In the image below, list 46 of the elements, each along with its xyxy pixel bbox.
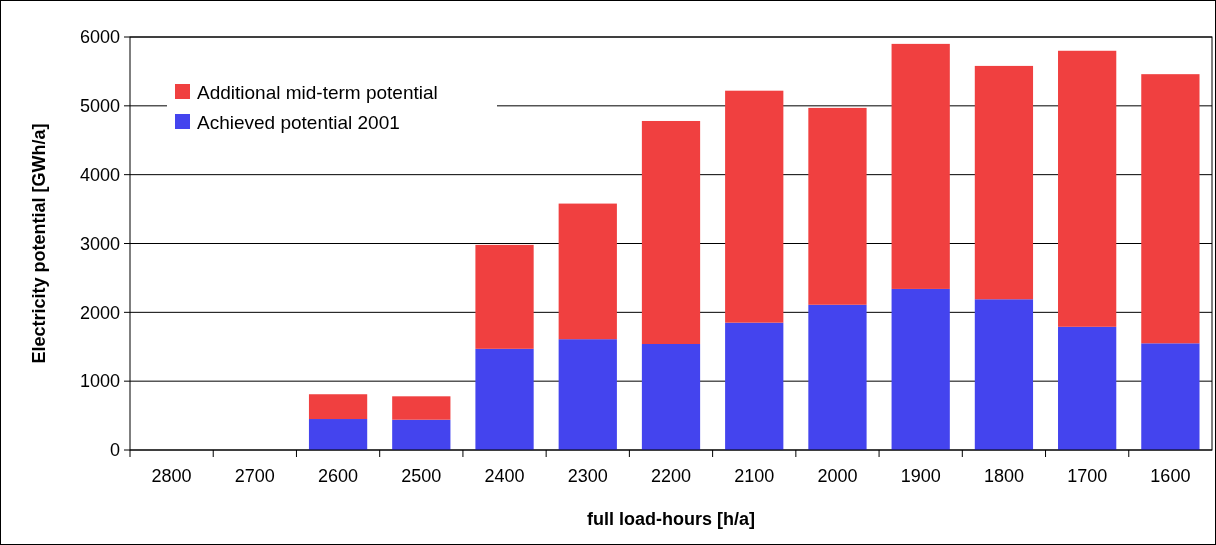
y-tick-label: 6000 xyxy=(79,27,120,48)
x-tick-label: 2800 xyxy=(151,466,192,486)
bar xyxy=(641,120,701,344)
bar xyxy=(308,394,368,420)
y-tick-label: 2000 xyxy=(79,302,120,323)
bar xyxy=(974,299,1034,450)
bar xyxy=(392,419,451,450)
x-tick-label: 1600 xyxy=(1150,466,1191,486)
bar xyxy=(1141,74,1200,344)
bar xyxy=(891,43,950,289)
bar xyxy=(558,339,617,450)
bar xyxy=(974,65,1034,300)
x-tick-label: 1900 xyxy=(900,466,941,486)
y-tick-label: 5000 xyxy=(79,96,120,117)
bar xyxy=(1058,50,1117,327)
x-axis-title: full load-hours [h/a] xyxy=(587,509,755,529)
x-tick-label: 2600 xyxy=(318,466,359,486)
x-tick-label: 2500 xyxy=(401,466,442,486)
bar xyxy=(808,304,867,450)
bar xyxy=(641,344,701,450)
y-tick-label: 4000 xyxy=(79,164,120,185)
x-tick-label: 1700 xyxy=(1067,466,1108,486)
legend-label: Additional mid-term potential xyxy=(197,81,438,103)
x-tick-label: 2300 xyxy=(567,466,608,486)
bar xyxy=(558,203,617,340)
x-tick-label: 2400 xyxy=(484,466,525,486)
bar xyxy=(1141,343,1200,450)
bar xyxy=(475,244,534,349)
x-tick-label: 1800 xyxy=(983,466,1024,486)
y-tick-label: 1000 xyxy=(79,371,120,392)
bar xyxy=(725,90,784,323)
bar xyxy=(891,288,950,450)
legend-label: Achieved potential 2001 xyxy=(197,111,400,133)
x-tick-label: 2700 xyxy=(234,466,275,486)
bar xyxy=(392,396,451,420)
y-axis-title: Electricity potential [GWh/a] xyxy=(29,123,49,364)
bar xyxy=(725,322,784,450)
bar xyxy=(808,107,867,305)
bar xyxy=(308,419,368,450)
bar xyxy=(475,348,534,450)
x-tick-label: 2100 xyxy=(734,466,775,486)
x-tick-label: 2000 xyxy=(817,466,858,486)
y-tick-label: 3000 xyxy=(79,233,120,254)
y-tick-label: 0 xyxy=(109,440,120,461)
bar xyxy=(1058,326,1117,450)
x-tick-label: 2200 xyxy=(650,466,692,486)
